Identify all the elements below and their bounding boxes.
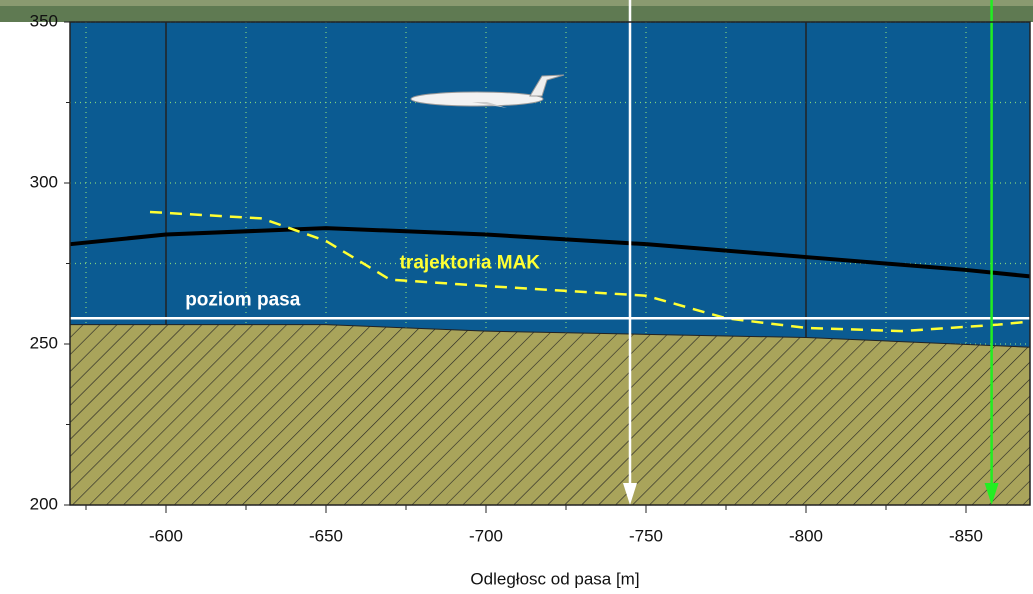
- runway-label: poziom pasa: [185, 289, 301, 310]
- airplane-body: [411, 92, 543, 106]
- x-tick-label: -700: [469, 526, 503, 545]
- y-tick-label: 250: [30, 333, 58, 352]
- chart: poziom pasa trajektoria MAK -600 -650 -700 -7…: [0, 0, 1033, 594]
- series-label: trajektoria MAK: [400, 253, 541, 274]
- y-tick-label: 200: [30, 494, 58, 513]
- y-tick-label: 350: [30, 11, 58, 30]
- x-tick-label: -600: [149, 526, 183, 545]
- x-tick-label: -800: [789, 526, 823, 545]
- terrain-hatch: [70, 325, 1030, 505]
- y-tick-label: 300: [30, 172, 58, 191]
- x-tick-label: -750: [629, 526, 663, 545]
- x-tick-label: -850: [949, 526, 983, 545]
- x-axis-label: Odległosc od pasa [m]: [470, 569, 639, 588]
- satellite-strip: [0, 0, 1033, 6]
- x-tick-label: -650: [309, 526, 343, 545]
